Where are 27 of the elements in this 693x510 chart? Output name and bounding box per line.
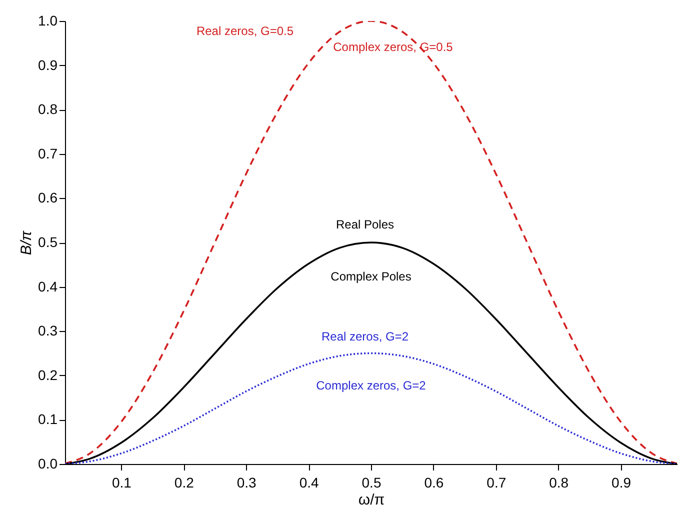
x-tick-label: 0.5 (362, 474, 382, 490)
x-axis-title: ω/π (358, 492, 385, 508)
x-tick-label: 0.6 (424, 474, 444, 490)
annotation: Complex zeros, G=2 (316, 378, 426, 392)
x-tick-label: 0.8 (549, 474, 569, 490)
y-tick-label: 0.1 (38, 411, 58, 428)
y-tick-label: 0.6 (38, 190, 58, 206)
x-tick-label: 0.4 (299, 474, 319, 490)
annotation: Real zeros, G=0.5 (196, 24, 294, 38)
y-axis-title: B/π (18, 230, 36, 256)
y-tick-label: 0.4 (38, 278, 58, 294)
annotation: Complex Poles (330, 270, 412, 284)
y-tick-label: 0.7 (38, 145, 58, 162)
annotation: Real Poles (336, 218, 394, 232)
y-tick-label: 0.9 (38, 56, 58, 73)
y-tick-label: 0.8 (38, 101, 58, 118)
x-tick-label: 0.2 (174, 474, 194, 490)
y-tick-label: 0.0 (38, 456, 58, 472)
y-tick-label: 0.3 (38, 322, 58, 339)
x-tick-label: 0.1 (112, 474, 132, 490)
x-tick-label: 0.3 (236, 474, 257, 490)
x-tick-label: 0.7 (486, 474, 506, 490)
annotation: Real zeros, G=2 (321, 329, 409, 344)
y-tick-label: 0.5 (38, 234, 58, 250)
x-tick-label: 0.9 (612, 474, 632, 490)
y-tick-label: 1.0 (38, 12, 58, 28)
y-tick-label: 0.2 (38, 366, 58, 383)
